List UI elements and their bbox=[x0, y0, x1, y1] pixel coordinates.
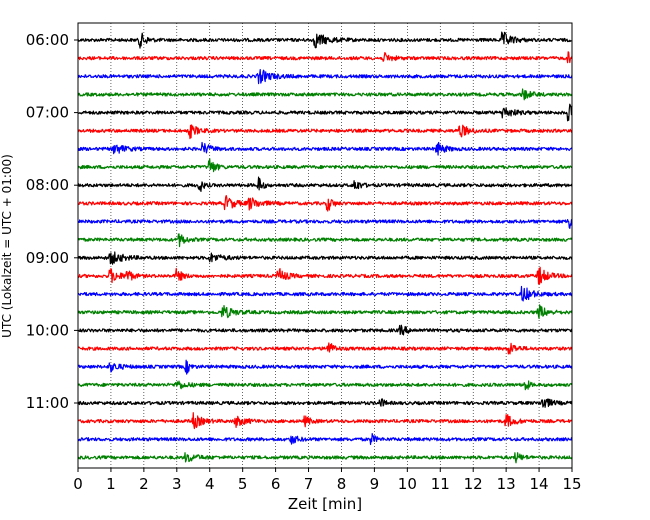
x-tick-label: 15 bbox=[562, 475, 581, 493]
trace-line bbox=[77, 432, 573, 446]
grid-lines bbox=[110, 23, 540, 468]
x-tick-label: 0 bbox=[73, 475, 83, 493]
y-tick-label: 06:00 bbox=[26, 31, 69, 49]
trace-line bbox=[77, 233, 573, 248]
trace-line bbox=[77, 359, 573, 375]
trace-line bbox=[77, 51, 573, 64]
trace-line bbox=[77, 342, 573, 355]
x-axis-ticks: 0 1 2 3 4 5 6 7 8 9 10 11 12 13 14 15 bbox=[73, 468, 582, 493]
x-tick-label: 7 bbox=[304, 475, 314, 493]
x-tick-label: 8 bbox=[337, 475, 347, 493]
trace-line bbox=[77, 158, 573, 173]
trace-line bbox=[77, 69, 573, 85]
x-axis-label: Zeit [min] bbox=[288, 495, 362, 513]
trace-line bbox=[77, 285, 573, 302]
y-tick-label: 09:00 bbox=[26, 249, 69, 267]
x-tick-label: 1 bbox=[106, 475, 116, 493]
trace-line bbox=[77, 266, 573, 285]
trace-line bbox=[77, 141, 573, 156]
y-tick-label: 07:00 bbox=[26, 104, 69, 122]
trace-line bbox=[77, 380, 573, 391]
x-tick-label: 13 bbox=[497, 475, 516, 493]
y-axis-label: UTC (Lokalzeit = UTC + 01:00) bbox=[0, 154, 14, 338]
x-tick-label: 12 bbox=[464, 475, 483, 493]
trace-line bbox=[77, 452, 573, 464]
trace-line bbox=[77, 124, 573, 140]
x-tick-label: 6 bbox=[271, 475, 281, 493]
y-tick-label: 10:00 bbox=[26, 321, 69, 339]
x-tick-label: 4 bbox=[205, 475, 215, 493]
trace-line bbox=[77, 218, 573, 229]
trace-line bbox=[77, 251, 573, 265]
trace-line bbox=[77, 194, 573, 212]
traces bbox=[77, 31, 573, 464]
y-axis-ticks: 06:00 07:00 08:00 09:00 10:00 11:00 bbox=[26, 31, 78, 412]
y-tick-label: 08:00 bbox=[26, 176, 69, 194]
y-tick-label: 11:00 bbox=[26, 394, 69, 412]
trace-line bbox=[77, 412, 573, 430]
x-tick-label: 14 bbox=[530, 475, 549, 493]
trace-line bbox=[77, 398, 573, 408]
x-tick-label: 11 bbox=[431, 475, 450, 493]
trace-line bbox=[77, 31, 573, 49]
x-tick-label: 3 bbox=[172, 475, 182, 493]
trace-line bbox=[77, 176, 573, 192]
trace-line bbox=[77, 324, 573, 336]
plot-frame bbox=[77, 22, 573, 469]
x-tick-label: 2 bbox=[139, 475, 149, 493]
trace-line bbox=[77, 88, 573, 101]
trace-line bbox=[77, 103, 573, 122]
x-tick-label: 9 bbox=[370, 475, 380, 493]
x-tick-label: 10 bbox=[398, 475, 417, 493]
trace-line bbox=[77, 304, 573, 320]
x-tick-label: 5 bbox=[238, 475, 248, 493]
